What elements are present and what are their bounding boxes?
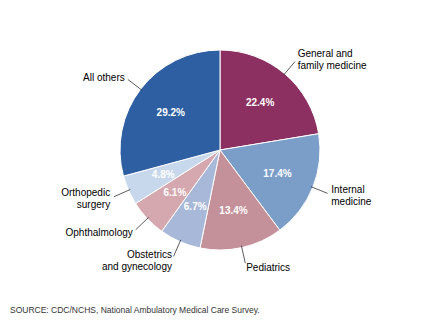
data-label: 17.4%: [263, 168, 291, 179]
data-label: 4.8%: [152, 169, 175, 180]
leader-line: [283, 62, 295, 76]
leader-line: [174, 240, 181, 256]
leader-line: [114, 189, 130, 196]
category-label: Obstetricsand gynecology: [102, 248, 172, 271]
leader-line: [136, 217, 149, 229]
category-label: Orthopedicsurgery: [61, 187, 110, 210]
category-label: Ophthalmology: [66, 227, 133, 238]
leader-line: [128, 79, 142, 90]
data-label: 13.4%: [219, 205, 247, 216]
leader-line: [311, 187, 328, 194]
data-label: 6.1%: [164, 187, 187, 198]
category-label: General andfamily medicine: [298, 47, 367, 70]
leader-line: [241, 246, 245, 264]
data-label: 29.2%: [157, 107, 185, 118]
category-label: Internalmedicine: [331, 183, 371, 206]
pie-chart: 22.4% General andfamily medicine 17.4% Inte…: [0, 0, 440, 321]
source-note: SOURCE: CDC/NCHS, National Ambulatory Me…: [10, 305, 260, 315]
pie-slice: [120, 50, 220, 176]
category-label: Pediatrics: [246, 262, 290, 273]
chart-container: 22.4% General andfamily medicine 17.4% Inte…: [0, 0, 440, 321]
labels: 22.4% General andfamily medicine 17.4% Inte…: [61, 47, 372, 273]
data-label: 6.7%: [184, 201, 207, 212]
slices: [120, 50, 320, 250]
data-label: 22.4%: [246, 97, 274, 108]
category-label: All others: [83, 72, 125, 83]
